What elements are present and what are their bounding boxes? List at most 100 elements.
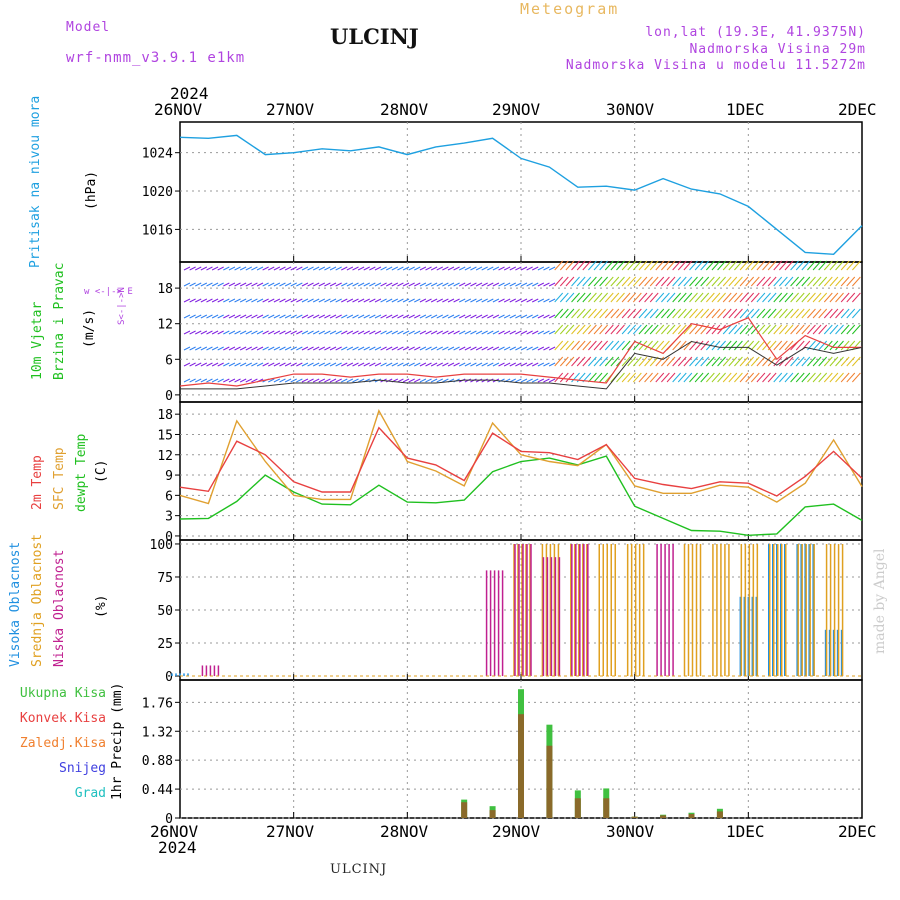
wind-barb: [183, 362, 191, 367]
wind-barb: [700, 276, 710, 287]
wind-barb: [357, 362, 365, 367]
wind-barb: [599, 308, 609, 319]
wind-barb: [784, 324, 794, 335]
wind-barb: [638, 324, 648, 335]
total-precip-bar: [688, 812, 695, 818]
wind-barb: [408, 378, 415, 383]
panel-frame-1: [179, 261, 863, 403]
wind-barb: [189, 330, 196, 335]
wind-barb: [492, 346, 500, 351]
wind-barb: [717, 324, 726, 335]
wind-barb: [195, 298, 202, 303]
wind-barb: [307, 282, 314, 287]
wind-barb: [515, 282, 522, 287]
wind-barb: [778, 276, 788, 287]
wind-barb: [543, 282, 550, 287]
wind-barb: [548, 362, 556, 367]
wind-barb: [790, 324, 799, 335]
wind-barb: [470, 362, 477, 367]
wind-barb: [251, 362, 258, 367]
wind-barb: [773, 372, 783, 383]
wind-barb: [717, 260, 726, 271]
wind-barb: [683, 324, 693, 335]
wind-barb: [256, 282, 264, 287]
wind-barb: [290, 346, 297, 351]
date-top-1: 27NOV: [266, 100, 315, 119]
date-bottom-3: 29NOV: [492, 822, 541, 841]
wind-barb: [206, 266, 213, 271]
wind-barb: [745, 372, 755, 383]
wind-barb: [756, 308, 766, 319]
wind-barb: [632, 292, 642, 303]
wind-barb: [402, 266, 410, 271]
wind-barb: [442, 330, 449, 335]
wind-barb: [582, 260, 592, 271]
wind-barb: [228, 346, 236, 351]
wind-barb: [672, 292, 682, 303]
wind-barb: [532, 362, 539, 367]
wind-barb: [559, 276, 569, 287]
model-height-text: Nadmorska Visina u modelu 11.5272m: [565, 58, 866, 73]
wind-barb: [520, 362, 528, 367]
wind-barb: [532, 282, 539, 287]
wind-barb: [503, 346, 511, 351]
wind-barb: [655, 260, 665, 271]
wind-barb: [677, 292, 687, 303]
wind-barb: [430, 378, 438, 383]
wind-barb: [655, 324, 665, 335]
wind-barb: [616, 324, 625, 335]
wind-barb: [290, 378, 297, 383]
wind-barb: [526, 266, 533, 271]
wind-barb: [492, 314, 500, 319]
wind-barb: [604, 372, 614, 383]
wind-barb: [610, 260, 620, 271]
wind-barb: [700, 340, 710, 351]
wind-barb: [487, 282, 494, 287]
wind-barb: [762, 324, 771, 335]
wind-barb: [644, 340, 653, 351]
wind-barb: [599, 372, 609, 383]
wind-barb: [582, 308, 592, 319]
wind-barb: [627, 340, 637, 351]
wind-barb: [537, 266, 545, 271]
wind-barb: [593, 260, 603, 271]
wind-barb: [239, 346, 247, 351]
wind-barb: [593, 324, 603, 335]
wind-barb: [341, 330, 348, 335]
precip-label-snow: Snijeg: [59, 761, 106, 776]
wind-barb: [694, 372, 704, 383]
wind-barb: [509, 314, 516, 319]
wind-barb: [245, 330, 253, 335]
wind-barb: [251, 266, 258, 271]
wind-barb: [217, 266, 224, 271]
wind-barb: [666, 324, 676, 335]
wind-barb: [610, 372, 620, 383]
wind-barb: [632, 356, 642, 367]
wind-barb: [200, 330, 208, 335]
wind-barb: [363, 330, 370, 335]
total-precip-bar: [660, 814, 667, 818]
wind-barb: [621, 276, 631, 287]
date-bottom-0: 26NOV: [150, 822, 199, 841]
y-tick-label: 1020: [142, 185, 173, 200]
wind-barb: [195, 314, 202, 319]
wind-barb: [503, 362, 511, 367]
wind-barb: [666, 356, 676, 367]
wind-barb: [661, 356, 670, 367]
wind-barb: [223, 282, 230, 287]
wind-barb: [284, 266, 292, 271]
wind-barb: [750, 260, 760, 271]
wind-barb: [464, 330, 472, 335]
wind-barb: [835, 324, 844, 335]
total-precip-bar: [716, 808, 723, 818]
wind-barb: [408, 298, 415, 303]
wind-barb: [672, 308, 682, 319]
wind-barb: [492, 378, 500, 383]
wind-barb: [835, 292, 844, 303]
wind-barb: [711, 372, 721, 383]
wind-barb: [200, 298, 208, 303]
wind-barb: [666, 260, 676, 271]
wind-barb: [200, 346, 208, 351]
wind-barb: [683, 292, 693, 303]
wind-barb: [279, 314, 286, 319]
